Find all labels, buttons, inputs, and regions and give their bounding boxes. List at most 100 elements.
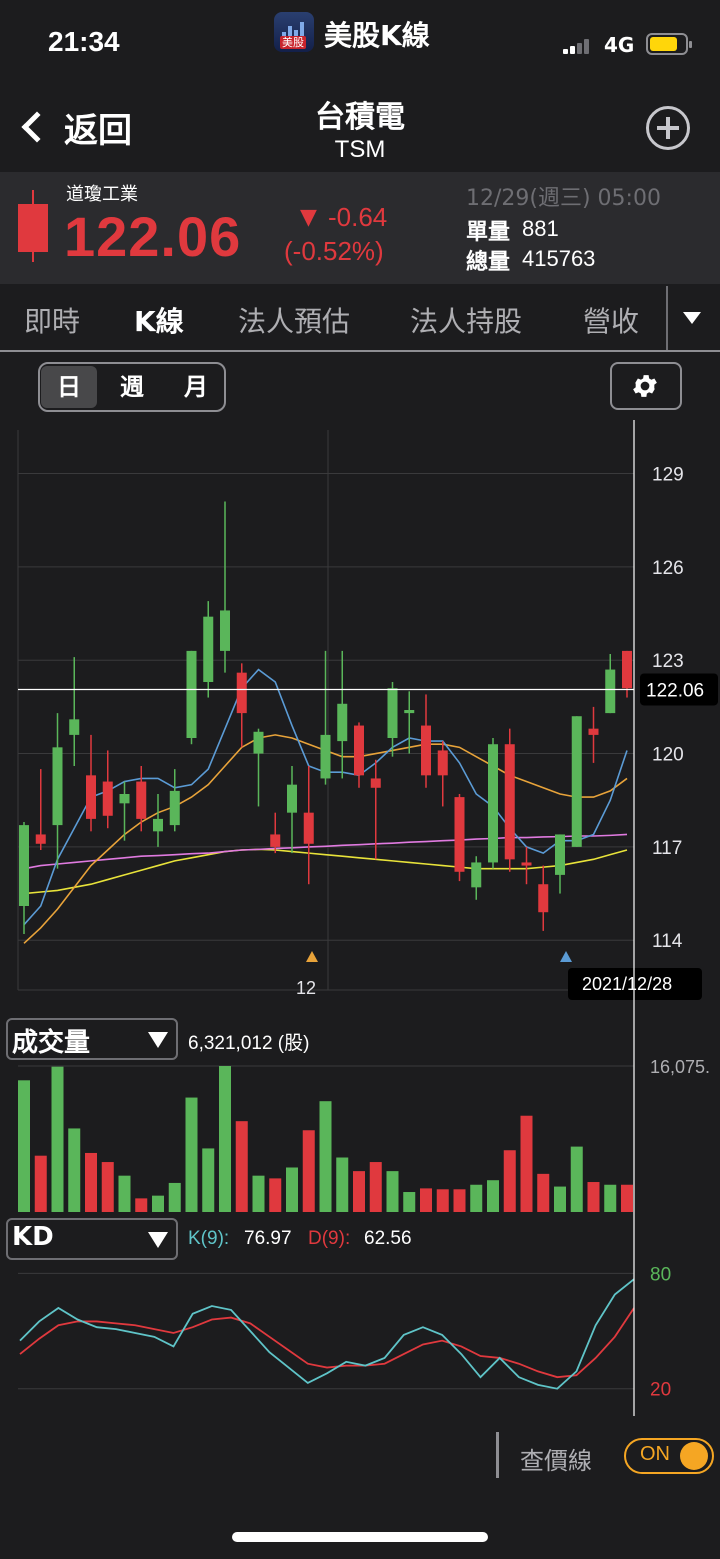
volume-bar [235, 1121, 248, 1212]
tab-divider [666, 286, 668, 350]
chevron-left-icon [21, 111, 53, 143]
candle [86, 734, 96, 832]
tab-kline[interactable]: K線 [134, 305, 184, 338]
total-volume-value: 415763 [522, 246, 596, 271]
clock: 21:34 [48, 26, 120, 57]
candle [203, 601, 214, 698]
candle [421, 694, 431, 788]
volume-bar [18, 1080, 30, 1212]
volume-bar [51, 1066, 64, 1212]
current-price-tag [640, 673, 718, 706]
candle-body [538, 884, 549, 913]
crosshair-date: 2021/12/28 [582, 974, 672, 994]
candle [287, 766, 297, 854]
volume-bar [470, 1184, 483, 1212]
candle-icon [18, 190, 48, 262]
tab-institutional-holdings[interactable]: 法人持股 [410, 305, 523, 338]
volume-bar [118, 1175, 131, 1212]
chart-settings-button[interactable] [610, 362, 682, 410]
last-price: 122.06 [64, 205, 242, 268]
candle-body [169, 790, 180, 826]
candle-body [186, 650, 197, 738]
candle-body [588, 728, 599, 735]
volume-bar [570, 1146, 583, 1212]
volume-bar [152, 1195, 164, 1212]
quote-timestamp: 12/29(週三) 05:00 [466, 186, 661, 211]
price-change-percent: (-0.52%) [284, 236, 384, 266]
candle [605, 654, 616, 714]
period-day[interactable]: 日 [41, 366, 97, 408]
candle [119, 781, 130, 841]
candle-body [220, 610, 230, 651]
candle [454, 794, 465, 882]
volume-axis-max: 16,075. [650, 1057, 710, 1077]
app-logo-icon: 美股 [274, 12, 314, 52]
home-area [0, 1494, 720, 1559]
candle-body [504, 744, 515, 860]
ma20-line [23, 833, 628, 870]
index-name[interactable]: 道瓊工業 [66, 184, 138, 205]
period-month[interactable]: 月 [184, 373, 208, 401]
candle-body [488, 744, 498, 863]
candle [236, 663, 247, 748]
total-volume-label: 總量 [466, 250, 511, 275]
volume-bar [85, 1152, 97, 1212]
volume-bar [336, 1157, 349, 1212]
candle-body [471, 862, 482, 888]
volume-bar [168, 1182, 181, 1212]
tab-bar [0, 284, 720, 352]
price-tick-label: 129 [652, 465, 684, 486]
candle-body [555, 834, 565, 875]
period-week[interactable]: 週 [120, 373, 144, 401]
candle-body [320, 734, 331, 779]
candle [370, 759, 381, 860]
tab-revenue[interactable]: 營收 [583, 305, 640, 338]
candle [354, 722, 364, 788]
candle-body [404, 710, 415, 714]
gear-icon [633, 375, 657, 397]
candle [471, 856, 482, 900]
kline-chart[interactable]: 129 126 123 120 117 114 122.06 12 2021/12/28 16… [0, 410, 720, 1420]
candle-body [270, 834, 281, 847]
back-button[interactable]: 返回 [14, 100, 132, 154]
app-name: 美股K線 [324, 19, 430, 52]
candle [437, 741, 448, 807]
candle [588, 706, 599, 763]
tab-realtime[interactable]: 即時 [24, 305, 81, 338]
home-indicator[interactable] [232, 1532, 488, 1542]
volume-bar [252, 1175, 265, 1212]
bottom-bar [0, 1420, 720, 1494]
volume-bar [621, 1184, 633, 1212]
candle-body [35, 834, 46, 844]
candle [102, 750, 113, 829]
volume-bar [503, 1150, 516, 1212]
volume-bar [369, 1162, 382, 1212]
volume-bar [353, 1171, 365, 1212]
candle [136, 766, 147, 832]
candle-body [622, 650, 632, 689]
candle-body [153, 818, 163, 832]
query-line-toggle[interactable] [624, 1438, 714, 1474]
candle [504, 728, 515, 872]
divider [496, 1432, 499, 1478]
candle-body [253, 731, 264, 754]
candle-body [19, 825, 29, 906]
candle-body [605, 669, 616, 714]
candle-body [203, 616, 214, 682]
candle [303, 766, 314, 885]
caret-down-icon [148, 1032, 168, 1048]
candle [169, 769, 180, 832]
volume-bar [487, 1180, 499, 1212]
candle-body [354, 725, 364, 776]
caret-down-icon[interactable] [683, 312, 701, 324]
candle [270, 812, 281, 854]
back-label: 返回 [64, 110, 132, 151]
volume-bar [101, 1162, 114, 1212]
toggle-state-label: ON [640, 1443, 670, 1465]
tab-institutional-forecast[interactable]: 法人預估 [238, 305, 351, 338]
candle [488, 738, 498, 869]
price-change: -0.64 [328, 202, 388, 232]
add-watchlist-button[interactable] [646, 106, 690, 150]
candle [52, 713, 63, 869]
candle [555, 834, 565, 894]
